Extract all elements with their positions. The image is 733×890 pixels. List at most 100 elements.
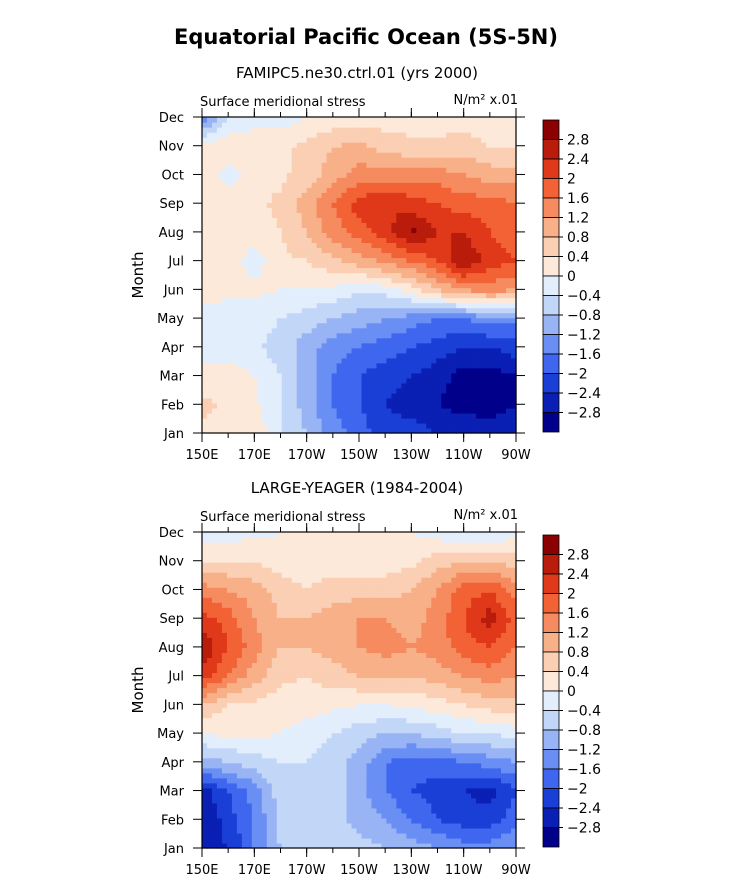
heatmap-cell (366, 392, 373, 399)
heatmap-cell (246, 842, 253, 849)
heatmap-cell (371, 147, 378, 153)
heatmap-cell (371, 137, 378, 143)
heatmap-cell (426, 832, 432, 839)
heatmap-cell (206, 202, 213, 208)
heatmap-cell (281, 412, 288, 419)
heatmap-cell (491, 322, 497, 329)
heatmap-cell (311, 237, 318, 243)
heatmap-cell (501, 192, 507, 198)
heatmap-cell (416, 337, 422, 344)
heatmap-cell (206, 372, 213, 379)
heatmap-cell (256, 247, 263, 254)
heatmap-cell (431, 122, 437, 128)
heatmap-cell (466, 142, 472, 148)
heatmap-cell (231, 132, 238, 138)
heatmap-cell (506, 222, 512, 228)
heatmap-cell (466, 162, 472, 168)
heatmap-cell (346, 192, 353, 198)
heatmap-cell (306, 817, 313, 824)
heatmap-cell (436, 242, 442, 249)
heatmap-cell (396, 242, 402, 249)
heatmap-cell (251, 172, 258, 178)
heatmap-cell (321, 407, 328, 414)
heatmap-cell (206, 187, 213, 193)
heatmap-cell (356, 222, 363, 228)
heatmap-cell (341, 837, 348, 844)
heatmap-cell (276, 187, 283, 193)
heatmap-cell (406, 267, 412, 274)
heatmap-cell (202, 212, 208, 218)
heatmap-cell (451, 377, 457, 384)
heatmap-cell (311, 372, 318, 379)
heatmap-cell (266, 812, 273, 819)
heatmap-cell (276, 817, 283, 824)
heatmap-cell (211, 322, 218, 329)
heatmap-cell (406, 412, 412, 419)
heatmap-cell (326, 842, 333, 849)
heatmap-cell (311, 797, 318, 804)
heatmap-cell (416, 362, 422, 369)
heatmap-cell (226, 392, 233, 399)
heatmap-cell (306, 117, 313, 123)
heatmap-cell (251, 277, 258, 284)
heatmap-cell (206, 257, 213, 264)
heatmap-cell (216, 417, 223, 424)
heatmap-cell (511, 807, 517, 814)
heatmap-cell (481, 192, 487, 198)
heatmap-cell (431, 212, 437, 218)
heatmap-cell (231, 182, 238, 188)
heatmap-cell (461, 262, 467, 269)
heatmap-cell (296, 417, 303, 424)
heatmap-cell (246, 232, 253, 238)
heatmap-cell (291, 302, 298, 309)
heatmap-cell (211, 357, 218, 364)
heatmap-cell (226, 117, 233, 123)
heatmap-cell (361, 362, 368, 369)
heatmap-cell (296, 307, 303, 314)
heatmap-cell (256, 832, 263, 839)
heatmap-cell (431, 397, 437, 404)
heatmap-cell (426, 192, 432, 198)
heatmap-cell (206, 292, 213, 299)
heatmap-cell (456, 167, 462, 173)
heatmap-cell (326, 182, 333, 188)
heatmap-cell (431, 352, 437, 359)
heatmap-cell (351, 297, 358, 304)
heatmap-cell (281, 257, 288, 264)
heatmap-cell (366, 242, 373, 249)
heatmap-cell (216, 782, 223, 789)
heatmap-cell (351, 327, 358, 334)
heatmap-cell (291, 217, 298, 223)
heatmap-cell (211, 202, 218, 208)
heatmap-cell (371, 242, 378, 249)
heatmap-cell (261, 297, 268, 304)
heatmap-cell (471, 832, 477, 839)
heatmap-cell (206, 267, 213, 274)
heatmap-cell (426, 247, 432, 254)
heatmap-cell (331, 392, 338, 399)
heatmap-cell (431, 177, 437, 183)
heatmap-cell (421, 787, 427, 794)
heatmap-cell (386, 192, 392, 198)
heatmap-cell (426, 167, 432, 173)
heatmap-cell (481, 147, 487, 153)
heatmap-cell (276, 787, 283, 794)
heatmap-cell (376, 817, 383, 824)
heatmap-cell (351, 787, 358, 794)
heatmap-cell (236, 777, 243, 784)
heatmap-cell (451, 402, 457, 409)
heatmap-cell (261, 192, 268, 198)
heatmap-cell (426, 232, 432, 238)
heatmap-cell (241, 372, 248, 379)
heatmap-cell (316, 837, 323, 844)
heatmap-cell (441, 327, 447, 334)
heatmap-cell (351, 792, 358, 799)
heatmap-cell (491, 317, 497, 324)
heatmap-cell (396, 792, 402, 799)
heatmap-cell (446, 202, 452, 208)
heatmap-cell (491, 182, 497, 188)
heatmap-cell (421, 802, 427, 809)
heatmap-cell (211, 347, 218, 354)
heatmap-cell (371, 302, 378, 309)
heatmap-cell (491, 812, 497, 819)
